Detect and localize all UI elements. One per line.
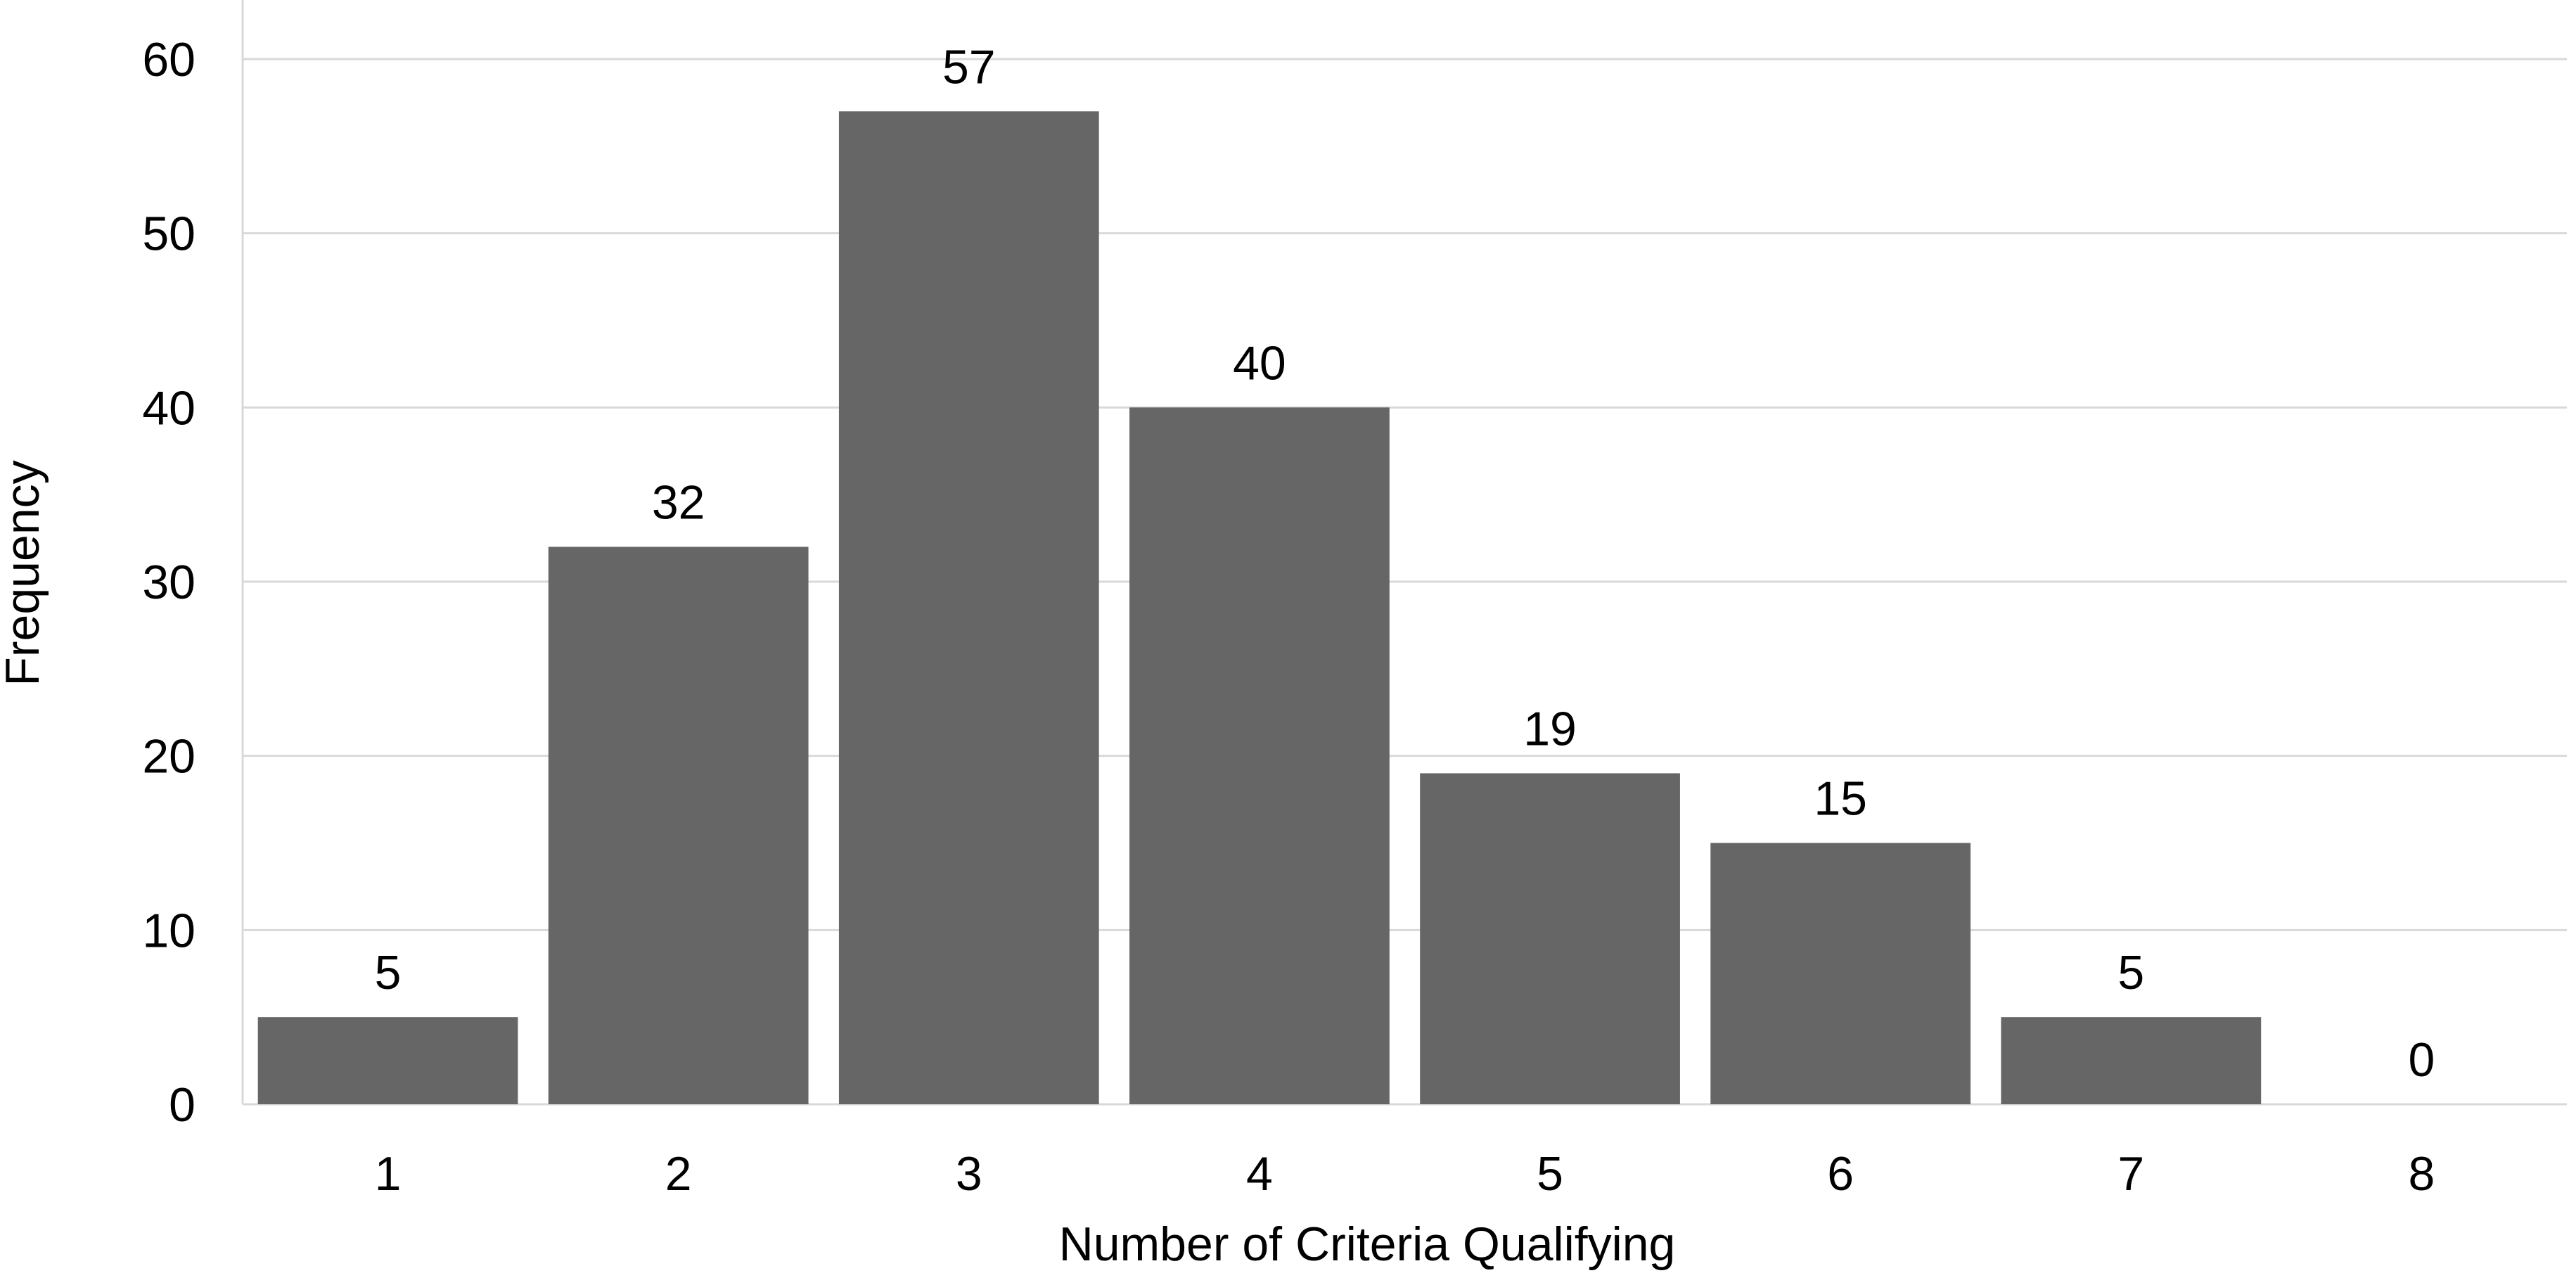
x-axis-title: Number of Criteria Qualifying <box>1059 1217 1676 1271</box>
data-label: 15 <box>1814 772 1867 826</box>
data-label: 5 <box>375 946 402 999</box>
data-label: 40 <box>1233 336 1286 390</box>
x-tick-label: 1 <box>375 1147 402 1201</box>
bar-6 <box>1710 843 1971 1104</box>
bar-5 <box>1420 773 1680 1104</box>
y-tick-label: 10 <box>142 904 196 957</box>
x-tick-label: 6 <box>1827 1147 1854 1201</box>
y-tick-label: 30 <box>142 556 196 609</box>
x-tick-label: 7 <box>2117 1147 2144 1201</box>
y-tick-label: 20 <box>142 730 196 784</box>
x-tick-label: 8 <box>2409 1147 2435 1201</box>
y-tick-label: 40 <box>142 381 196 435</box>
x-tick-label: 2 <box>665 1147 692 1201</box>
data-label: 57 <box>942 40 996 94</box>
data-label: 19 <box>1523 702 1577 755</box>
bar-4 <box>1129 407 1390 1104</box>
data-labels: 5 32 57 40 19 15 5 0 <box>375 40 2435 1087</box>
y-tick-label: 50 <box>142 207 196 261</box>
y-tick-label: 60 <box>142 33 196 87</box>
data-label: 5 <box>2117 946 2144 999</box>
bar-1 <box>257 1017 518 1104</box>
data-label: 0 <box>2409 1033 2435 1087</box>
x-tick-label: 3 <box>956 1147 982 1201</box>
bar-3 <box>838 111 1099 1104</box>
y-tick-labels: 0 10 20 30 40 50 60 <box>142 33 196 1132</box>
bar-2 <box>548 546 809 1104</box>
bars <box>257 111 2262 1104</box>
x-tick-labels: 1 2 3 4 5 6 7 8 <box>375 1147 2435 1201</box>
bar-7 <box>2001 1017 2262 1104</box>
y-tick-label: 0 <box>169 1078 196 1132</box>
x-tick-label: 4 <box>1246 1147 1273 1201</box>
y-axis-title: Frequency <box>0 460 49 686</box>
data-label: 32 <box>652 475 705 529</box>
x-tick-label: 5 <box>1537 1147 1563 1201</box>
